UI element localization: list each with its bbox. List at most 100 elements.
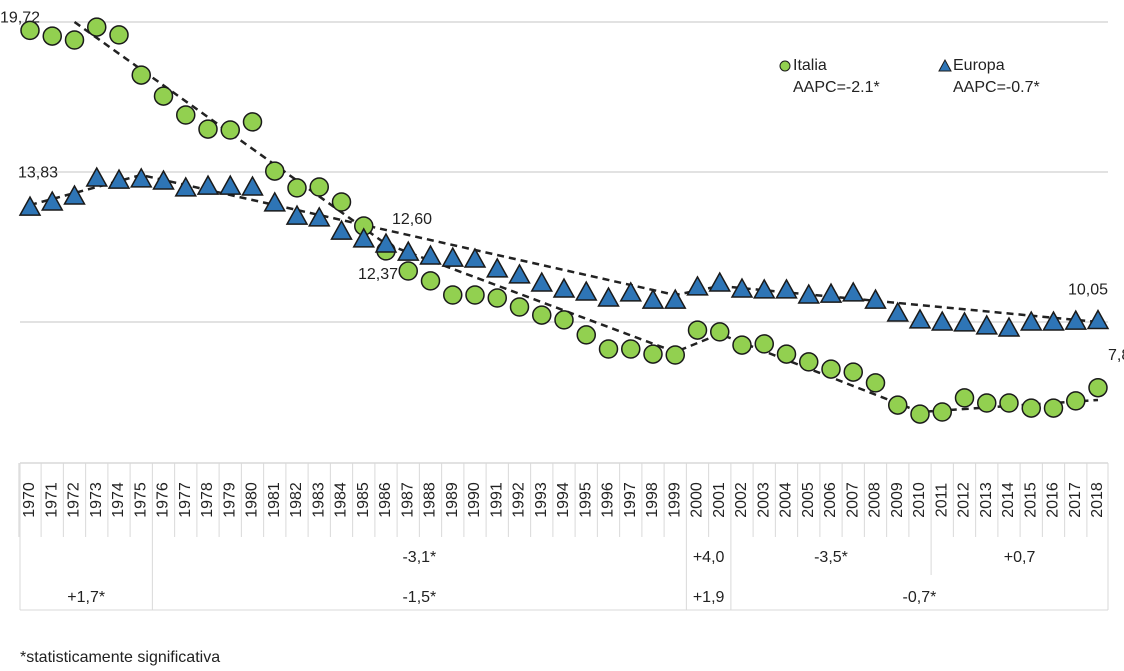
europa-point bbox=[441, 246, 465, 267]
europa-point bbox=[819, 282, 843, 303]
value-label: 12,37 bbox=[358, 266, 398, 283]
x-tick-label: 1991 bbox=[488, 482, 505, 518]
trend-line bbox=[73, 20, 1099, 414]
europa-point bbox=[864, 288, 887, 309]
apc-label: +4,0 bbox=[693, 549, 725, 566]
italia-point bbox=[131, 65, 151, 85]
italia-point bbox=[598, 339, 619, 359]
italia-point bbox=[220, 120, 240, 140]
apc-label: +1,7* bbox=[67, 589, 105, 606]
italia-point bbox=[776, 344, 797, 364]
italia-point bbox=[420, 271, 441, 291]
europa-point bbox=[997, 316, 1021, 337]
x-tick-label: 2017 bbox=[1067, 482, 1084, 518]
europa-point bbox=[1064, 309, 1088, 330]
x-tick-label: 1972 bbox=[66, 482, 83, 518]
europa-point bbox=[152, 169, 175, 190]
x-tick-label: 1998 bbox=[644, 482, 661, 518]
italia-point bbox=[576, 325, 596, 345]
italia-point bbox=[398, 261, 418, 281]
x-tick-label: 1986 bbox=[377, 482, 394, 518]
italia-point bbox=[643, 344, 663, 364]
legend-marker bbox=[938, 58, 952, 72]
x-tick-label: 1987 bbox=[399, 482, 416, 518]
x-tick-label: 1995 bbox=[577, 482, 594, 518]
europa-point bbox=[908, 308, 932, 329]
europa-point bbox=[330, 219, 353, 240]
apc-label: -1,5* bbox=[402, 589, 436, 606]
europa-point bbox=[196, 174, 220, 195]
apc-label: +0,7 bbox=[1004, 549, 1036, 566]
italia-point bbox=[532, 305, 552, 325]
europa-point bbox=[85, 166, 109, 187]
x-tick-label: 1996 bbox=[600, 482, 617, 518]
italia-point bbox=[287, 178, 307, 198]
x-tick-label: 2004 bbox=[778, 482, 795, 518]
europa-point bbox=[708, 271, 732, 292]
apc-label: +1,9 bbox=[693, 589, 725, 606]
legend-aapc: AAPC=-2.1* bbox=[793, 79, 880, 96]
italia-point bbox=[465, 285, 485, 305]
italia-point bbox=[1021, 398, 1041, 418]
legend-aapc: AAPC=-0.7* bbox=[953, 79, 1040, 96]
europa-point bbox=[663, 288, 687, 309]
x-tick-label: 2010 bbox=[911, 482, 928, 518]
europa-point bbox=[975, 314, 999, 335]
italia-point bbox=[64, 30, 85, 50]
europa-point bbox=[63, 184, 86, 205]
europa-point bbox=[1042, 310, 1065, 331]
x-tick-label: 2018 bbox=[1089, 482, 1106, 518]
italia-point bbox=[621, 339, 641, 359]
x-tick-label: 1994 bbox=[555, 482, 572, 518]
italia-point bbox=[932, 402, 952, 422]
italia-point bbox=[1088, 377, 1108, 398]
europa-point bbox=[241, 175, 264, 196]
x-tick-label: 2012 bbox=[956, 482, 973, 518]
europa-point bbox=[886, 301, 910, 322]
value-label: 7,81 bbox=[1108, 347, 1124, 364]
x-tick-label: 1974 bbox=[110, 482, 127, 518]
x-tick-label: 1993 bbox=[533, 482, 550, 518]
italia-point bbox=[732, 335, 752, 355]
x-tick-label: 1997 bbox=[622, 482, 639, 518]
x-tick-label: 1985 bbox=[355, 482, 372, 518]
italia-point bbox=[176, 105, 196, 125]
europa-point bbox=[930, 310, 954, 331]
italia-point bbox=[843, 362, 863, 382]
europa-point bbox=[841, 281, 865, 302]
italia-point bbox=[198, 119, 218, 139]
x-tick-label: 1990 bbox=[466, 482, 483, 518]
value-label: 10,05 bbox=[1068, 282, 1108, 299]
x-tick-label: 2011 bbox=[933, 483, 950, 518]
italia-point bbox=[42, 26, 62, 46]
value-label: 19,72 bbox=[0, 10, 40, 27]
x-tick-label: 1976 bbox=[155, 482, 172, 518]
italia-point bbox=[710, 322, 730, 342]
x-tick-label: 2003 bbox=[755, 482, 772, 518]
x-tick-label: 1973 bbox=[88, 482, 105, 518]
x-tick-label: 1984 bbox=[333, 482, 350, 518]
footnote: *statisticamente significativa bbox=[20, 649, 220, 666]
europa-point bbox=[18, 195, 42, 216]
europa-point bbox=[619, 281, 643, 302]
italia-point bbox=[331, 192, 352, 212]
italia-point bbox=[153, 86, 174, 106]
italia-point bbox=[487, 288, 507, 308]
europa-point bbox=[530, 271, 554, 292]
legend-label: Italia bbox=[793, 57, 827, 74]
europa-point bbox=[285, 204, 309, 225]
europa-point bbox=[597, 286, 620, 307]
italia-point bbox=[443, 285, 463, 305]
europa-point bbox=[174, 176, 198, 197]
europa-point bbox=[953, 311, 976, 332]
europa-point bbox=[730, 277, 754, 298]
europa-point bbox=[1019, 310, 1043, 331]
italia-point bbox=[888, 395, 908, 415]
x-tick-label: 1999 bbox=[666, 482, 683, 518]
italia-point bbox=[109, 25, 129, 45]
europa-point bbox=[107, 168, 131, 189]
value-label: 13,83 bbox=[18, 164, 58, 181]
x-tick-label: 1977 bbox=[177, 482, 194, 518]
europa-point bbox=[352, 227, 376, 248]
